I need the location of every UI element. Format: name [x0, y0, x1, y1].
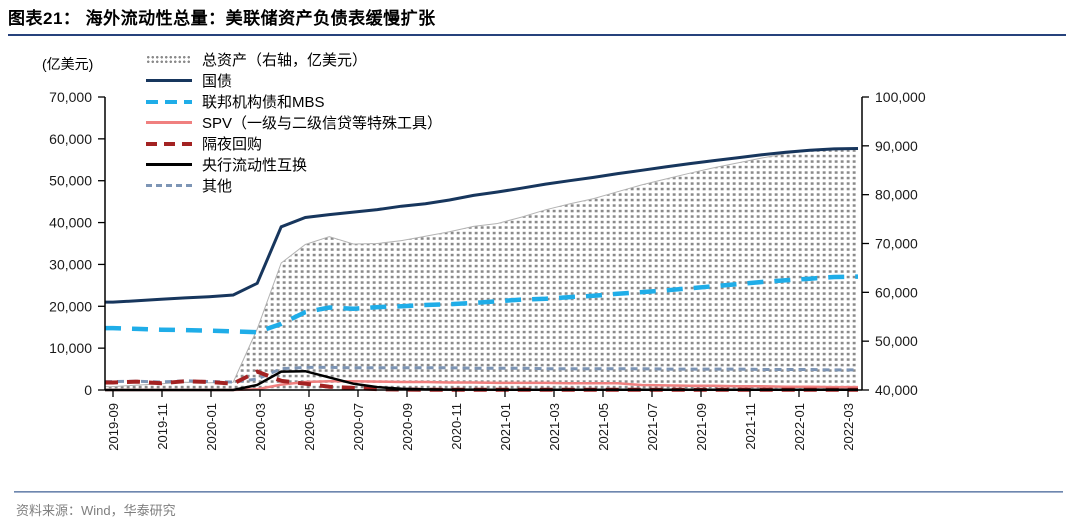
legend-item-spv: SPV（一级与二级信贷等特殊工具） — [146, 112, 442, 133]
svg-text:2021-01: 2021-01 — [498, 403, 513, 451]
legend-item-mbs: 联邦机构债和MBS — [146, 91, 442, 112]
solid-line-swatch-icon — [146, 163, 194, 166]
svg-text:2020-01: 2020-01 — [204, 403, 219, 451]
total-assets-area — [105, 148, 858, 390]
svg-text:70,000: 70,000 — [875, 236, 918, 252]
y-axis-left-labels: 0 10,000 20,000 30,000 40,000 50,000 60,000 70,… — [49, 89, 92, 398]
svg-text:50,000: 50,000 — [49, 173, 92, 189]
svg-text:2021-09: 2021-09 — [694, 403, 709, 451]
legend-label: SPV（一级与二级信贷等特殊工具） — [202, 115, 443, 132]
figure-title: 图表21： 海外流动性总量：美联储资产负债表缓慢扩张 — [8, 9, 436, 28]
series-mbs-line — [105, 274, 859, 335]
chart-canvas: 0 10,000 20,000 30,000 40,000 50,000 60,000 70,… — [49, 89, 926, 451]
svg-text:60,000: 60,000 — [875, 284, 918, 300]
svg-text:100,000: 100,000 — [875, 89, 926, 105]
chart-legend: 总资产（右轴，亿美元） 国债 联邦机构债和MBS SPV（一级与二级信贷等特殊工… — [146, 49, 442, 196]
y-axis-right-labels: 40,000 50,000 60,000 70,000 80,000 90,000 100,… — [875, 89, 926, 398]
legend-label: 总资产（右轴，亿美元） — [202, 52, 368, 69]
svg-text:2019-09: 2019-09 — [106, 403, 121, 451]
svg-text:80,000: 80,000 — [875, 187, 918, 203]
fine-dashed-line-swatch-icon — [146, 184, 194, 187]
svg-text:2021-05: 2021-05 — [596, 403, 611, 451]
svg-text:2020-03: 2020-03 — [253, 403, 268, 451]
svg-text:60,000: 60,000 — [49, 131, 92, 147]
figure-header: 图表21： 海外流动性总量：美联储资产负债表缓慢扩张 — [8, 4, 1066, 36]
legend-label: 联邦机构债和MBS — [202, 94, 325, 111]
svg-text:40,000: 40,000 — [875, 382, 918, 398]
dotted-area-swatch-icon — [146, 54, 194, 65]
legend-item-treasuries: 国债 — [146, 70, 442, 91]
svg-text:2020-11: 2020-11 — [449, 403, 464, 450]
dashed-line-swatch-icon — [146, 99, 194, 104]
svg-text:90,000: 90,000 — [875, 138, 918, 154]
series-repo-line — [105, 369, 858, 392]
svg-text:2021-07: 2021-07 — [645, 403, 660, 451]
footer-divider — [14, 491, 1063, 493]
svg-text:50,000: 50,000 — [875, 333, 918, 349]
legend-label: 其他 — [202, 178, 233, 195]
legend-label: 央行流动性互换 — [202, 157, 308, 174]
svg-text:0: 0 — [84, 382, 92, 398]
svg-text:70,000: 70,000 — [49, 89, 92, 105]
svg-text:2021-11: 2021-11 — [743, 403, 758, 450]
svg-text:2019-11: 2019-11 — [155, 403, 170, 450]
svg-text:2020-05: 2020-05 — [302, 403, 317, 451]
legend-item-swaps: 央行流动性互换 — [146, 154, 442, 175]
svg-text:2022-01: 2022-01 — [792, 403, 807, 451]
source-note: 资料来源：Wind，华泰研究 — [16, 503, 176, 518]
solid-line-swatch-icon — [146, 121, 194, 124]
legend-item-repo: 隔夜回购 — [146, 133, 442, 154]
solid-line-swatch-icon — [146, 79, 194, 82]
x-axis-labels: 2019-09 2019-11 2020-01 2020-03 2020-05 2020-… — [106, 403, 856, 451]
left-axis-unit-label: (亿美元) — [42, 56, 94, 72]
legend-item-others: 其他 — [146, 175, 442, 196]
svg-text:2021-03: 2021-03 — [547, 403, 562, 451]
svg-text:40,000: 40,000 — [49, 215, 92, 231]
svg-text:2020-07: 2020-07 — [351, 403, 366, 451]
svg-text:2022-03: 2022-03 — [841, 403, 856, 451]
legend-label: 隔夜回购 — [202, 136, 263, 153]
svg-text:20,000: 20,000 — [49, 298, 92, 314]
legend-label: 国债 — [202, 73, 233, 90]
svg-text:2020-09: 2020-09 — [400, 403, 415, 451]
dashed-line-swatch-icon — [146, 141, 194, 146]
tick-marks — [98, 96, 869, 397]
series-treasuries-line — [105, 147, 859, 304]
svg-text:10,000: 10,000 — [49, 340, 92, 356]
legend-item-total-assets: 总资产（右轴，亿美元） — [146, 49, 442, 70]
svg-text:30,000: 30,000 — [49, 256, 92, 272]
